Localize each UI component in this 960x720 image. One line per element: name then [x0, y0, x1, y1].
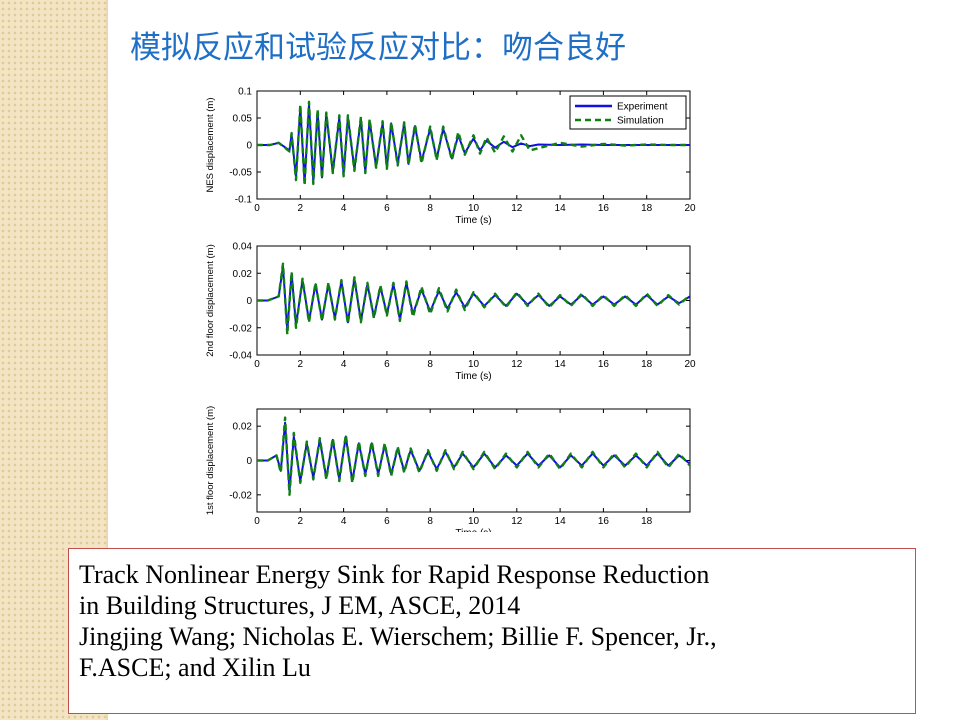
x-tick-label: 4 [341, 516, 347, 527]
decorative-side-band [0, 0, 106, 720]
y-tick-label: -0.02 [229, 490, 252, 501]
y-tick-label: 0.1 [238, 87, 252, 98]
x-tick-label: 10 [468, 516, 480, 527]
y-tick-label: -0.05 [229, 168, 252, 179]
x-tick-label: 16 [598, 516, 610, 527]
x-axis-label: Time (s) [455, 371, 491, 382]
x-tick-label: 6 [384, 203, 390, 214]
x-tick-label: 2 [298, 516, 304, 527]
x-tick-label: 14 [555, 516, 567, 527]
x-tick-label: 12 [511, 203, 523, 214]
citation-box: Track Nonlinear Energy Sink for Rapid Re… [68, 548, 916, 714]
x-tick-label: 8 [427, 203, 433, 214]
legend-label-experiment: Experiment [617, 102, 668, 113]
x-tick-label: 12 [511, 516, 523, 527]
x-axis-label: Time (s) [455, 528, 491, 532]
legend-box [569, 95, 687, 130]
series-line-simulation [257, 262, 690, 336]
y-tick-label: -0.04 [229, 351, 252, 362]
x-tick-label: 6 [384, 359, 390, 370]
x-tick-label: 12 [511, 359, 523, 370]
x-tick-label: 0 [254, 359, 260, 370]
y-tick-label: 0.02 [233, 422, 253, 433]
citation-line-1: Track Nonlinear Energy Sink for Rapid Re… [79, 560, 710, 589]
x-tick-label: 16 [598, 203, 610, 214]
x-tick-label: 8 [427, 516, 433, 527]
legend-label-simulation: Simulation [617, 116, 664, 127]
y-axis-label: 2nd floor displacement (m) [205, 244, 216, 356]
side-band-divider [106, 0, 108, 720]
x-tick-label: 6 [384, 516, 390, 527]
x-tick-label: 0 [254, 203, 260, 214]
plot-area [256, 408, 691, 513]
citation-line-2: in Building Structures, J EM, ASCE, 2014 [79, 591, 521, 620]
y-axis-label: NES displacement (m) [205, 97, 216, 192]
y-tick-label: 0 [246, 456, 252, 467]
chart-panel-1: 0 2 4 6 8 10 12 14 16 18 20 0.1 0.05 0 -0.05 -0.1 Time (… [205, 87, 696, 227]
x-tick-label: 4 [341, 203, 347, 214]
x-tick-label: 2 [298, 359, 304, 370]
x-tick-label: 16 [598, 359, 610, 370]
x-tick-label: 4 [341, 359, 347, 370]
plot-area [256, 245, 691, 356]
y-tick-label: 0.02 [233, 269, 253, 280]
x-tick-label: 18 [641, 359, 653, 370]
slide-title: 模拟反应和试验反应对比：吻合良好 [130, 30, 626, 66]
y-tick-label: 0.05 [233, 114, 253, 125]
y-tick-label: -0.02 [229, 323, 252, 334]
series-line-simulation [257, 100, 690, 187]
chart-panel-2: 0 2 4 6 8 10 12 14 16 18 20 0.04 0.02 0 -0.02 -0.04 Time… [205, 242, 696, 383]
x-tick-label: 10 [468, 203, 480, 214]
y-tick-label: 0 [246, 141, 252, 152]
y-axis-label: 1st floor displacement (m) [205, 406, 216, 515]
citation-line-4: F.ASCE; and Xilin Lu [79, 653, 311, 682]
x-axis-label: Time (s) [455, 215, 491, 226]
x-tick-label: 10 [468, 359, 480, 370]
x-tick-label: 8 [427, 359, 433, 370]
y-tick-label: -0.1 [235, 195, 253, 206]
legend: Experiment Simulation [569, 95, 687, 130]
x-tick-label: 18 [641, 516, 653, 527]
x-tick-label: 14 [555, 359, 567, 370]
citation-line-3: Jingjing Wang; Nicholas E. Wierschem; Bi… [79, 622, 717, 651]
y-tick-label: 0 [246, 296, 252, 307]
x-tick-label: 2 [298, 203, 304, 214]
series-line-simulation [257, 416, 690, 496]
x-tick-label: 20 [684, 359, 696, 370]
chart-panel-3: 0 2 4 6 8 10 12 14 16 18 0.02 0 -0.02 Time (s) 1st flo… [205, 406, 691, 532]
x-tick-label: 20 [684, 203, 696, 214]
x-tick-label: 0 [254, 516, 260, 527]
x-tick-label: 14 [555, 203, 567, 214]
x-tick-label: 18 [641, 203, 653, 214]
y-tick-label: 0.04 [233, 242, 253, 253]
